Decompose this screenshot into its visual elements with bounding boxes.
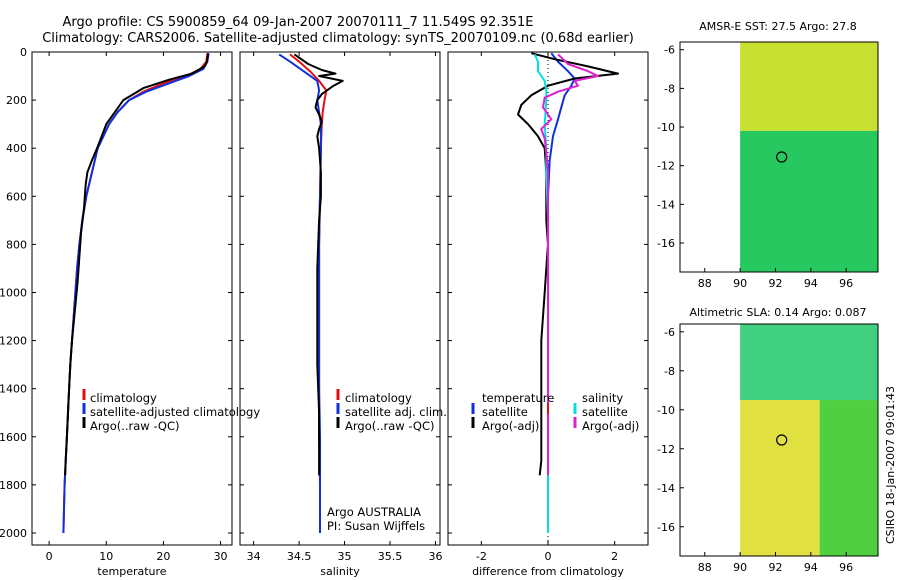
diff-legend-sal-argo-label: Argo(-adj) [582, 419, 639, 433]
x-tick-label: 10 [99, 550, 113, 563]
diff-legend-temperature-heading: temperature [482, 391, 554, 405]
diff-legend-temp-satellite-label: satellite [482, 405, 528, 419]
x-tick-label: 34 [247, 550, 261, 563]
y-tick-label: 0 [20, 46, 27, 59]
y-tick-label: 600 [6, 190, 27, 203]
diff-legend-salinity-heading: salinity [582, 391, 623, 405]
x-tick-label: 35 [338, 550, 352, 563]
timestamp-stamp: CSIRO 18-Jan-2007 09:01:43 [884, 386, 897, 544]
legend-climatology-label: climatology [90, 391, 157, 405]
map-y-tick-label: -8 [664, 82, 675, 95]
map-frame [679, 41, 879, 273]
map-x-tick-label: 88 [698, 277, 712, 290]
sal-legend-argo-label: Argo(..raw -QC) [345, 419, 435, 433]
map-x-tick-label: 92 [768, 561, 782, 574]
y-tick-label: 1600 [0, 431, 27, 444]
map-x-tick-label: 94 [804, 561, 818, 574]
map-x-tick-label: 90 [733, 561, 747, 574]
x-tick-label: -2 [476, 550, 487, 563]
x-tick-label: 30 [214, 550, 228, 563]
sst-map-panel: AMSR-E SST: 27.5 Argo: 27.8 88 90 92 94 96 -6… [657, 20, 879, 290]
x-tick-label: 36 [428, 550, 442, 563]
sst-map-title: AMSR-E SST: 27.5 Argo: 27.8 [699, 20, 857, 33]
map-frame [679, 323, 879, 557]
diff-legend-temp-argo-label: Argo(-adj) [482, 419, 539, 433]
y-tick-label: 1400 [0, 383, 27, 396]
series-line-salinity-argo-adj- [540, 53, 599, 476]
map-y-tick-label: -6 [664, 326, 675, 339]
y-tick-label: 1200 [0, 335, 27, 348]
x-tick-label: 20 [156, 550, 170, 563]
map-y-tick-label: -14 [657, 198, 675, 211]
figure-title-line1: Argo profile: CS 5900859_64 09-Jan-2007 … [62, 15, 533, 30]
y-tick-label: 1800 [0, 479, 27, 492]
profile-location-marker [776, 434, 788, 446]
x-tick-label: 34.5 [287, 550, 312, 563]
series-line-argo-raw-qc- [293, 53, 344, 476]
map-y-tick-label: -10 [657, 404, 675, 417]
map-y-tick-label: -16 [657, 237, 675, 250]
temperature-panel: 0 10 20 30 0 200 400 600 800 1000 1200 1400 1600 1800… [0, 46, 233, 578]
series-line-argo-raw-qc- [64, 53, 209, 476]
annotation-pi: PI: Susan Wijffels [327, 519, 425, 533]
plot-frame [239, 51, 441, 546]
x-axis-label: salinity [320, 565, 360, 578]
x-tick-label: 2 [611, 550, 618, 563]
annotation-argo-australia: Argo AUSTRALIA [327, 505, 421, 519]
y-tick-label: 800 [6, 238, 27, 251]
x-axis-label: temperature [97, 565, 166, 578]
map-y-tick-label: -12 [657, 160, 675, 173]
map-y-tick-label: -8 [664, 365, 675, 378]
sal-legend-satellite-label: satellite adj. clim. [345, 405, 447, 419]
map-y-tick-label: -14 [657, 482, 675, 495]
map-x-tick-label: 88 [698, 561, 712, 574]
map-region-near-zero [740, 324, 878, 401]
map-y-tick-label: -10 [657, 121, 675, 134]
map-region-moderate [819, 400, 878, 556]
diff-legend-sal-satellite-label: satellite [582, 405, 628, 419]
map-x-tick-label: 96 [839, 277, 853, 290]
sla-map-panel: Altimetric SLA: 0.14 Argo: 0.087 88 90 92 9… [657, 306, 879, 574]
map-y-tick-label: -6 [664, 44, 675, 57]
map-region-cool [740, 130, 878, 272]
map-y-tick-label: -12 [657, 443, 675, 456]
plot-frame [31, 51, 233, 546]
map-x-tick-label: 94 [804, 277, 818, 290]
y-tick-label: 2000 [0, 527, 27, 540]
map-y-tick-label: -16 [657, 521, 675, 534]
difference-panel: -2 0 2 difference from climatology [447, 51, 649, 578]
sal-legend-climatology-label: climatology [345, 391, 412, 405]
profile-location-marker [776, 151, 788, 163]
legend-argo-label: Argo(..raw -QC) [90, 419, 180, 433]
x-axis-label: difference from climatology [472, 565, 624, 578]
map-x-tick-label: 92 [768, 277, 782, 290]
x-tick-label: 0 [545, 550, 552, 563]
map-region-high [740, 400, 820, 556]
y-tick-label: 1000 [0, 286, 27, 299]
figure-title-line2: Climatology: CARS2006. Satellite-adjuste… [42, 31, 634, 46]
x-tick-label: 35.5 [378, 550, 403, 563]
map-region-warm [740, 42, 878, 131]
map-x-tick-label: 90 [733, 277, 747, 290]
y-tick-label: 400 [6, 142, 27, 155]
map-x-tick-label: 96 [839, 561, 853, 574]
y-tick-label: 200 [6, 94, 27, 107]
legend-satellite-label: satellite-adjusted climatology [90, 405, 260, 419]
salinity-panel: 34 34.5 35 35.5 36 salinity [239, 51, 442, 578]
x-tick-label: 0 [46, 550, 53, 563]
sla-map-title: Altimetric SLA: 0.14 Argo: 0.087 [689, 306, 866, 319]
